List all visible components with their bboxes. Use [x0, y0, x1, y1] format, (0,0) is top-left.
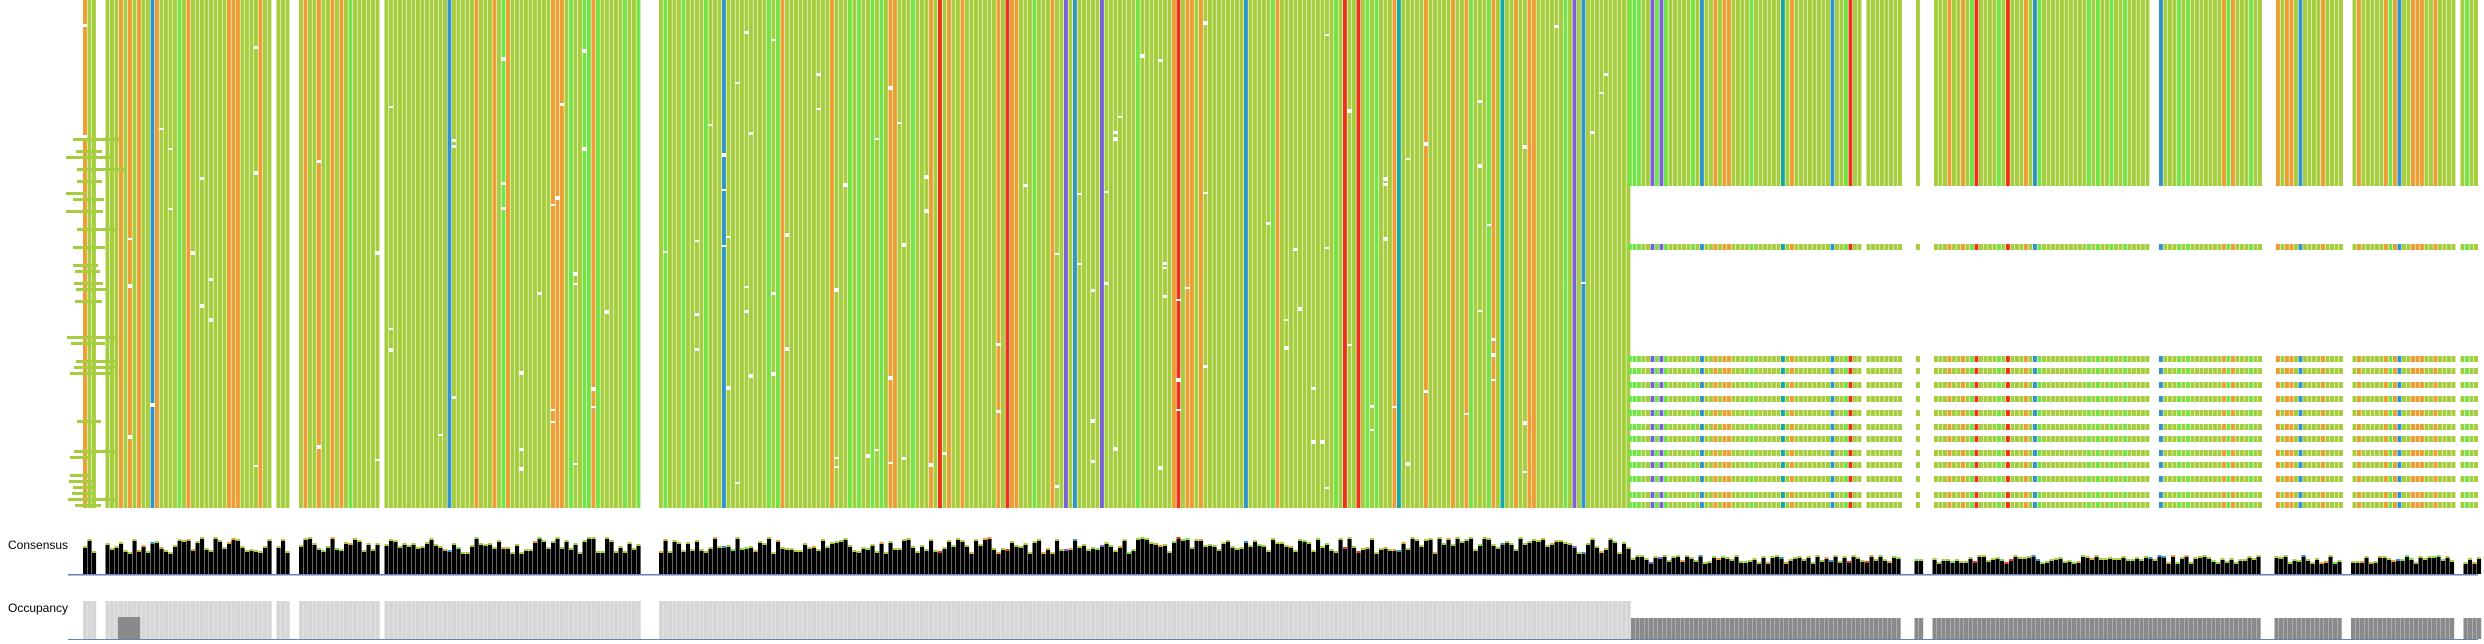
- consensus-track-label: Consensus: [8, 538, 69, 552]
- consensus-track: [68, 537, 2482, 576]
- occupancy-track: [68, 601, 2482, 640]
- occupancy-track-label: Occupancy: [8, 601, 69, 615]
- alignment-matrix[interactable]: [66, 0, 2478, 508]
